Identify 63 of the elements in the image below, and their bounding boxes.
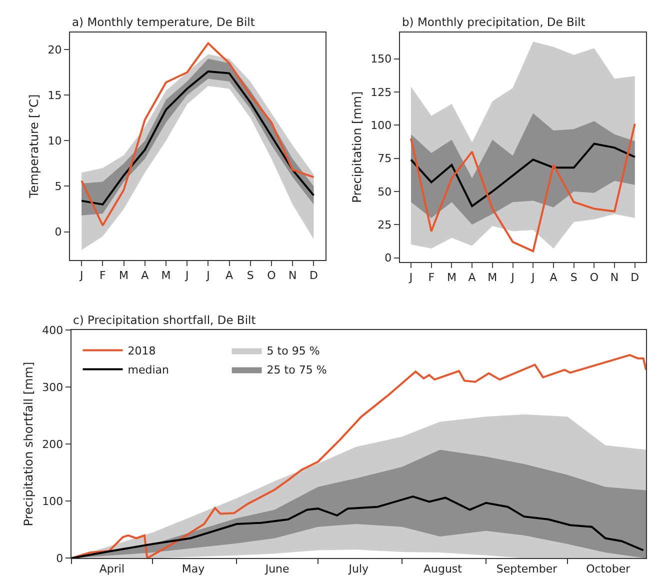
x-tick-label: M — [488, 271, 498, 284]
y-tick-label: 50 — [378, 185, 392, 198]
chart-title: a) Monthly temperature, De Bilt — [72, 15, 256, 29]
x-tick-label: J — [530, 271, 535, 284]
x-tick-label: S — [570, 271, 578, 284]
x-tick-label: July — [348, 562, 370, 576]
y-tick-label: 400 — [42, 324, 64, 337]
y-tick-label: 10 — [48, 134, 62, 148]
y-tick-label: 20 — [48, 43, 62, 56]
chart-title: b) Monthly precipitation, De Bilt — [402, 15, 586, 29]
y-tick-label: 100 — [370, 119, 392, 132]
x-tick-label: J — [78, 269, 84, 282]
y-tick-label: 125 — [370, 86, 392, 99]
x-tick-label: N — [288, 269, 297, 282]
line-series — [71, 496, 644, 558]
line-series — [71, 354, 646, 558]
y-tick-label: 0 — [56, 552, 64, 566]
line-series — [410, 122, 636, 252]
line-series — [410, 142, 636, 208]
y-tick-label: 0 — [54, 226, 62, 239]
x-tick-label: J — [408, 271, 413, 284]
y-tick-label: 300 — [42, 380, 64, 394]
x-tick-label: M — [119, 269, 129, 282]
x-tick-label: D — [630, 271, 640, 284]
y-tick-label: 15 — [48, 88, 62, 102]
chart-title: c) Precipitation shortfall, De Bilt — [73, 313, 256, 327]
x-tick-label: A — [468, 271, 476, 284]
legend-label: median — [128, 364, 170, 377]
legend-label: 5 to 95 % — [266, 344, 320, 358]
y-axis-title: Precipitation [mm] — [350, 91, 364, 203]
y-tick-label: 150 — [370, 52, 392, 66]
y-tick-label: 5 — [54, 180, 62, 194]
x-tick-label: April — [99, 562, 125, 576]
x-tick-label: J — [206, 269, 210, 282]
x-tick-label: A — [226, 269, 234, 282]
x-tick-label: F — [100, 269, 106, 282]
line-series — [80, 42, 315, 226]
x-tick-label: August — [423, 562, 463, 576]
x-tick-label: May — [182, 562, 206, 576]
legend-label: 2018 — [128, 344, 156, 358]
x-tick-label: J — [510, 271, 514, 284]
x-tick-label: N — [610, 271, 619, 284]
x-tick-label: A — [141, 269, 150, 282]
x-tick-label: O — [267, 269, 276, 282]
x-tick-label: F — [428, 271, 435, 284]
y-tick-label: 100 — [42, 495, 64, 508]
y-tick-label: 0 — [384, 252, 392, 265]
legend-label: 25 to 75 % — [266, 364, 327, 377]
x-tick-label: M — [161, 269, 171, 282]
y-tick-label: 25 — [378, 218, 392, 232]
y-tick-label: 200 — [42, 438, 64, 451]
y-tick-label: 75 — [378, 152, 392, 166]
x-tick-label: September — [496, 562, 558, 576]
x-tick-label: October — [586, 562, 631, 576]
y-axis-title: Precipitation shortfall [mm] — [21, 362, 36, 526]
x-tick-label: M — [446, 271, 456, 284]
x-tick-label: June — [264, 562, 290, 576]
y-axis-title: Temperature [°C] — [27, 94, 42, 199]
x-tick-label: J — [184, 269, 189, 282]
x-tick-label: A — [550, 271, 558, 284]
x-tick-label: D — [309, 269, 318, 282]
x-tick-label: O — [590, 271, 599, 284]
x-tick-label: S — [246, 269, 254, 282]
